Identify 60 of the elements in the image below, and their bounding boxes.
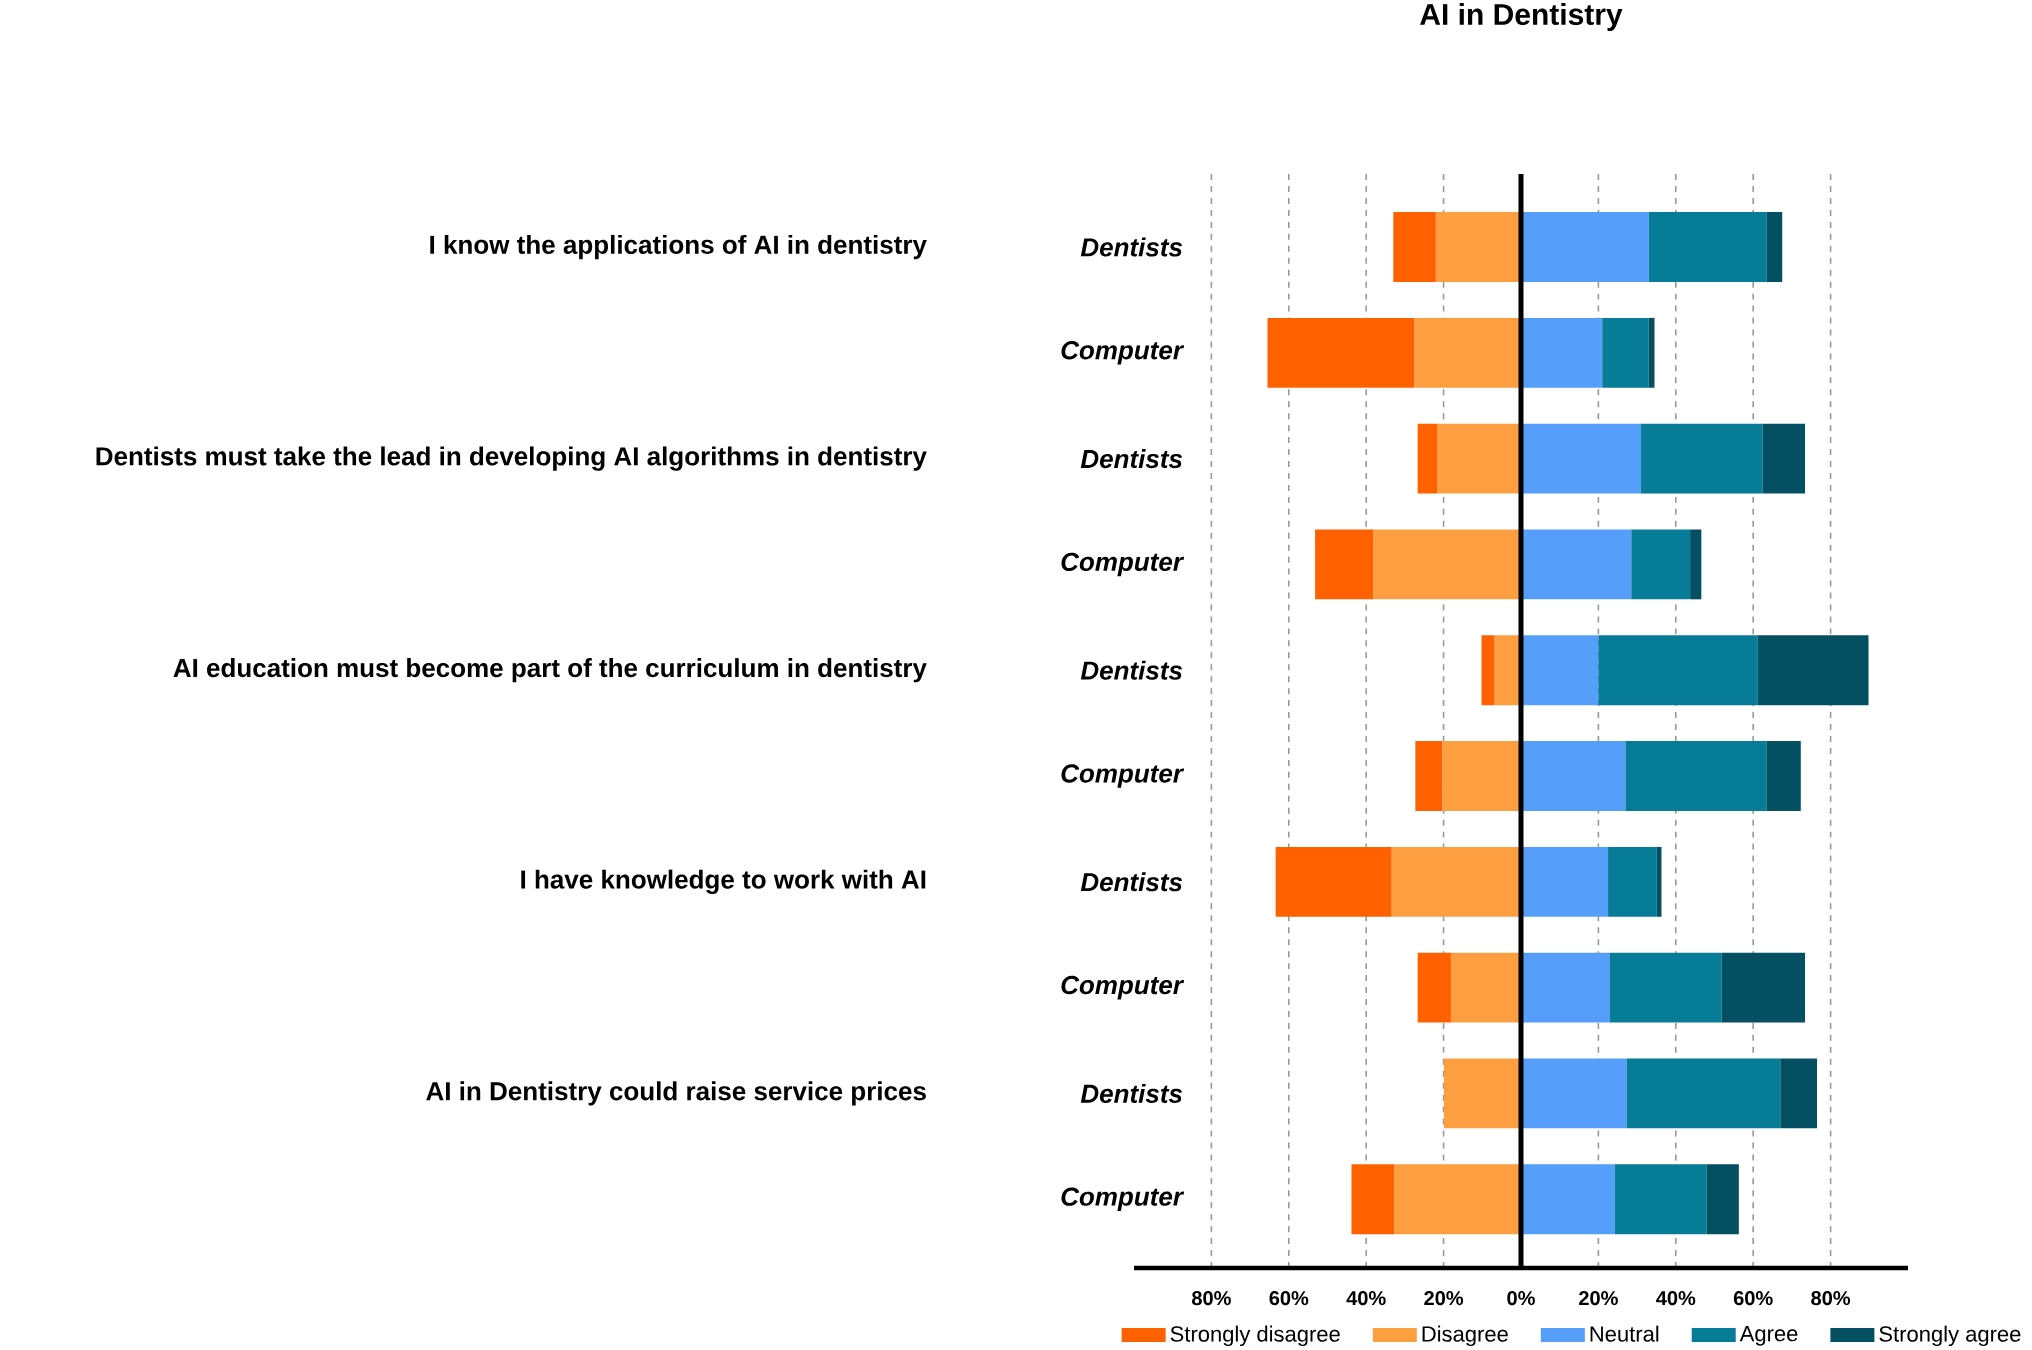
bar <box>1520 1164 1615 1235</box>
bar <box>1520 212 1649 282</box>
x-tick-label: 40% <box>1656 1291 1696 1306</box>
bar <box>1520 1058 1627 1129</box>
bar <box>1608 846 1657 917</box>
legend-label: Strongly agree <box>1879 1325 2021 1347</box>
bar <box>1625 741 1767 811</box>
bar <box>1602 317 1649 388</box>
y-tick-label: Computer <box>1061 1187 1185 1212</box>
bar <box>1766 741 1801 811</box>
y-tick-label: Computer <box>1061 764 1185 788</box>
x-tick-label: 60% <box>1733 1291 1773 1306</box>
x-tick-label: 20% <box>1424 1291 1464 1306</box>
bar <box>1520 635 1599 706</box>
bar <box>1766 212 1783 282</box>
bar <box>1690 529 1702 600</box>
text: AI in Dentistry could raise service prices <box>426 1081 926 1106</box>
text: Dentists must take the lead in developing AI algorithms in dentistry <box>96 446 927 471</box>
bar <box>1443 1058 1521 1129</box>
x-tick-label: 80% <box>1811 1291 1851 1306</box>
bar <box>1706 1164 1739 1235</box>
text: AI education must become part of the curriculum in dentistry <box>173 658 927 683</box>
bar <box>1614 1164 1707 1235</box>
bar <box>1520 952 1610 1023</box>
text: I know the applications of AI in dentistry <box>430 234 927 260</box>
bar <box>1640 423 1763 494</box>
x-tick-label: 40% <box>1346 1291 1386 1306</box>
bar <box>1648 212 1767 282</box>
y-tick-label: Dentists <box>1080 660 1183 680</box>
bar <box>1762 423 1806 494</box>
bar <box>1520 741 1626 811</box>
bar <box>1610 952 1722 1023</box>
y-tick-label: Computer <box>1061 341 1185 365</box>
bar <box>1520 317 1603 388</box>
x-tick-label: 60% <box>1269 1291 1309 1306</box>
bar <box>1780 1058 1818 1129</box>
legend-label: Neutral <box>1590 1325 1659 1342</box>
y-tick-label: Dentists <box>1080 237 1183 257</box>
text: I have knowledge to work with AI <box>521 869 926 894</box>
legend-label: Strongly disagree <box>1170 1325 1340 1347</box>
y-tick-label: Computer <box>1061 975 1185 1000</box>
bar <box>1757 635 1869 706</box>
x-tick-label: 80% <box>1192 1291 1231 1306</box>
bar <box>1520 423 1641 494</box>
bar <box>1598 635 1758 706</box>
y-tick-label: Dentists <box>1080 872 1183 892</box>
legend-label: Agree <box>1739 1326 1798 1346</box>
bar <box>1721 952 1806 1023</box>
bar <box>1520 529 1632 600</box>
legend-label: Disagree <box>1422 1325 1508 1347</box>
bar <box>1520 846 1609 917</box>
y-tick-label: Computer <box>1061 552 1185 577</box>
bar <box>1631 529 1691 600</box>
bar <box>1648 317 1655 388</box>
bar <box>1626 1058 1781 1129</box>
chart-title: AI in Dentistry <box>1420 3 1623 31</box>
y-tick-label: Dentists <box>1080 1083 1183 1103</box>
y-tick-label: Dentists <box>1080 449 1183 469</box>
x-tick-label: 20% <box>1579 1291 1618 1306</box>
x-tick-label: 0% <box>1507 1291 1535 1306</box>
